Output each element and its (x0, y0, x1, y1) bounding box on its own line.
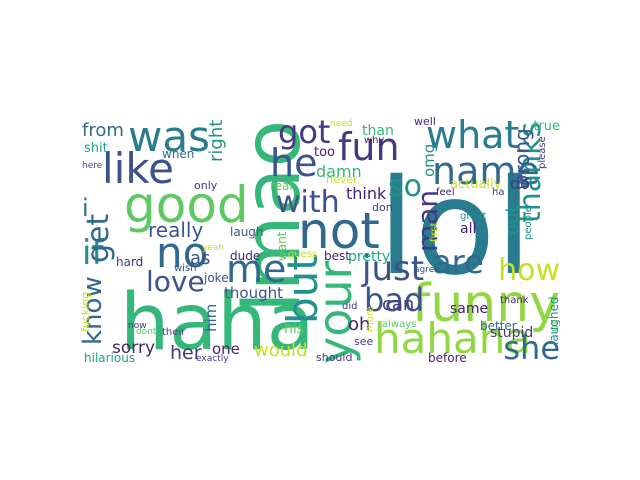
word-out: out (502, 206, 523, 236)
word-all: all (460, 221, 477, 237)
word-laughed: laughed (547, 296, 560, 345)
word-before: before (428, 351, 467, 364)
word-love: love (146, 265, 205, 298)
word-agree: agree (414, 265, 440, 275)
word-should: should (316, 351, 353, 364)
word-but: but (278, 254, 327, 324)
word-she: she (503, 329, 560, 364)
word-his: his (284, 321, 305, 337)
word-ha: ha (492, 187, 505, 198)
word-than: than (362, 123, 394, 139)
word-not: not (298, 202, 380, 260)
word-best: best (324, 249, 350, 263)
word-don: don (372, 201, 393, 214)
word-first: first (429, 222, 440, 242)
word-did: did (342, 301, 358, 312)
word-me: me (226, 247, 287, 291)
word-great: great (460, 211, 487, 222)
word-him: him (202, 304, 220, 333)
word-got: got (278, 116, 331, 151)
word-her: her (170, 342, 202, 364)
word-better: better (480, 319, 517, 333)
word-would: would (254, 340, 308, 361)
word-feel: feel (436, 187, 455, 198)
word-do: do (510, 174, 530, 193)
word-thank: thank (500, 295, 529, 306)
word-he: he (270, 141, 318, 185)
word-one: one (212, 340, 240, 358)
word-name: name (432, 149, 540, 193)
word-what: what (426, 116, 520, 157)
word-damn: damn (316, 162, 362, 181)
word-when: when (162, 147, 195, 161)
word-want: want (275, 232, 289, 262)
word-only: only (194, 179, 218, 192)
word-actually: actually (450, 177, 502, 192)
word-joke: joke (204, 271, 229, 285)
word-no: no (156, 228, 209, 277)
word-from: from (82, 120, 124, 141)
word-more: more (365, 306, 376, 332)
word-haha: haha (120, 278, 315, 364)
word-omg: omg (420, 144, 438, 178)
word-never: never (326, 173, 358, 186)
word-yeah: yeah (202, 243, 225, 253)
word-dont: dont (136, 327, 157, 337)
word-like: like (102, 144, 175, 193)
word-as: as (190, 248, 211, 269)
word-laugh: laugh (230, 225, 264, 239)
word-really: really (148, 218, 204, 242)
word-sorry: sorry (112, 338, 155, 358)
word-why: why (364, 135, 385, 146)
word-hard: hard (116, 255, 144, 269)
word-thought: thought (224, 284, 283, 302)
word-always: always (382, 319, 417, 330)
word-was: was (128, 116, 210, 161)
word-are: are (432, 243, 484, 281)
word-exactly: exactly (196, 354, 229, 364)
word-just: just (362, 249, 425, 289)
word-i: i (82, 194, 89, 222)
word-too: too (314, 145, 336, 160)
word-bad: bad (364, 281, 425, 319)
word-fucking: fucking (80, 292, 92, 333)
word-guess: guess (288, 249, 318, 260)
word-if: if (82, 233, 104, 273)
word-dude: dude (230, 249, 261, 263)
word-pretty: pretty (348, 249, 391, 265)
word-so: so (388, 169, 422, 204)
word-how: how (498, 253, 560, 288)
word-their: their (162, 327, 186, 338)
word-hahaha: hahaha (374, 314, 532, 363)
word-true: true (533, 119, 560, 134)
word-wish: wish (174, 263, 197, 274)
word-need: need (330, 119, 353, 129)
word-here: here (82, 161, 103, 171)
word-funny: funny (412, 274, 560, 334)
word-same: same (450, 301, 489, 317)
word-shit: shit (84, 141, 108, 156)
word-good: good (124, 176, 249, 234)
word-right: right (206, 120, 227, 163)
word-fun: fun (338, 125, 400, 169)
word-people: people (523, 206, 534, 240)
word-real: real (270, 179, 293, 193)
word-lol: lol (378, 151, 533, 305)
word-cloud: lol haha lmao funny not hahaha your good was like… (80, 116, 560, 364)
word-please: please (537, 136, 548, 169)
word-see: see (354, 335, 374, 348)
word-hilarious: hilarious (84, 351, 136, 364)
word-stupid: stupid (490, 325, 534, 341)
word-oh: oh (348, 314, 371, 335)
word-can: can (382, 294, 415, 315)
word-think: think (346, 184, 387, 203)
word-well: well (414, 116, 436, 128)
word-with: with (276, 185, 340, 220)
word-now: now (128, 321, 147, 331)
